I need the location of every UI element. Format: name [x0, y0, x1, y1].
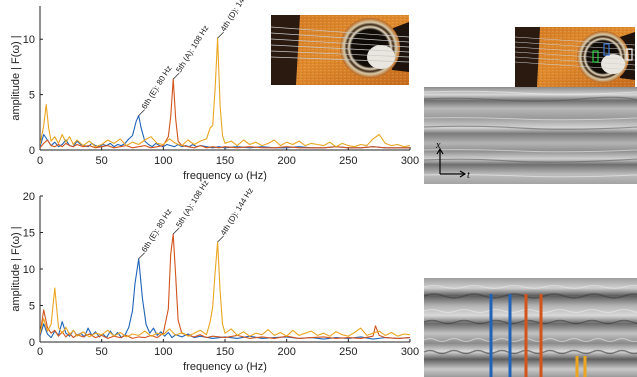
y-tick-label: 0 [29, 337, 35, 349]
x-tick-label: 0 [37, 155, 43, 167]
kymo-axis-x: x [435, 140, 441, 151]
guitar-photo-top [270, 15, 410, 85]
annotation-leader [138, 109, 145, 116]
y-axis-label: amplitude | F(ω) | [10, 35, 22, 120]
peak-annotation: 4th (D): 144 Hz [219, 0, 255, 33]
bottom-series [40, 233, 410, 340]
peak-annotation: 6th (E): 80 Hz [140, 64, 174, 111]
x-tick-label: 200 [277, 346, 295, 358]
peak-annotation: 5th (A): 108 Hz [174, 24, 210, 74]
string-marker-white [626, 48, 633, 61]
x-tick-label: 150 [216, 346, 234, 358]
string-marker-blue [603, 43, 610, 56]
annotation-leader [172, 72, 180, 80]
annotation-leader [217, 235, 224, 243]
x-tick-label: 200 [277, 155, 295, 167]
y-axis-label: amplitude | F(ω) | [10, 226, 22, 311]
guitar-photo-right [514, 27, 636, 87]
peak-annotation: 6th (E): 80 Hz [140, 207, 174, 254]
annotation-leader [138, 252, 145, 260]
bottom-spectrum-chart: 0 50 100 150 200 250 300 0 5 10 15 20 frequency ω (H… [10, 179, 419, 373]
kymograph-bottom [423, 278, 637, 377]
x-tick-label: 300 [401, 346, 419, 358]
x-tick-label: 150 [216, 155, 234, 167]
y-tick-label: 10 [23, 34, 35, 46]
y-tick-label: 0 [29, 145, 35, 157]
string-marker-green [592, 50, 599, 63]
y-tick-label: 5 [29, 90, 35, 102]
x-tick-label: 50 [96, 155, 108, 167]
peak-annotation: 4th (D): 144 Hz [219, 186, 255, 237]
x-tick-label: 250 [339, 155, 357, 167]
x-tick-label: 0 [37, 346, 43, 358]
y-tick-label: 10 [23, 264, 35, 276]
annotation-leader [217, 31, 224, 39]
top-axes: 0 50 100 150 200 250 300 0 5 10 frequency ω (Hz) am… [10, 6, 419, 182]
y-tick-label: 15 [23, 228, 35, 240]
peak-annotation: 5th (A): 108 Hz [174, 179, 210, 229]
kymo-axis-t: t [467, 170, 470, 181]
kymograph-top: x t [423, 87, 637, 184]
bottom-axes: 0 50 100 150 200 250 300 0 5 10 15 20 frequency ω (H… [10, 191, 419, 373]
kymograph-period-markers [489, 294, 587, 377]
series-line-3 [40, 241, 410, 338]
x-tick-label: 250 [339, 346, 357, 358]
annotation-leader [172, 227, 180, 235]
x-axis-label: frequency ω (Hz) [183, 170, 267, 182]
x-tick-label: 100 [154, 155, 172, 167]
series-line-2 [40, 78, 410, 149]
series-line-2 [40, 233, 410, 339]
kymograph-axes-icon [436, 147, 467, 178]
x-axis-label: frequency ω (Hz) [183, 361, 267, 373]
x-tick-label: 300 [401, 155, 419, 167]
y-tick-label: 5 [29, 301, 35, 313]
y-tick-label: 20 [23, 191, 35, 203]
top-series [40, 37, 410, 149]
series-line-3 [40, 37, 410, 148]
x-tick-label: 50 [96, 346, 108, 358]
series-line-1 [40, 258, 410, 340]
x-tick-label: 100 [154, 346, 172, 358]
